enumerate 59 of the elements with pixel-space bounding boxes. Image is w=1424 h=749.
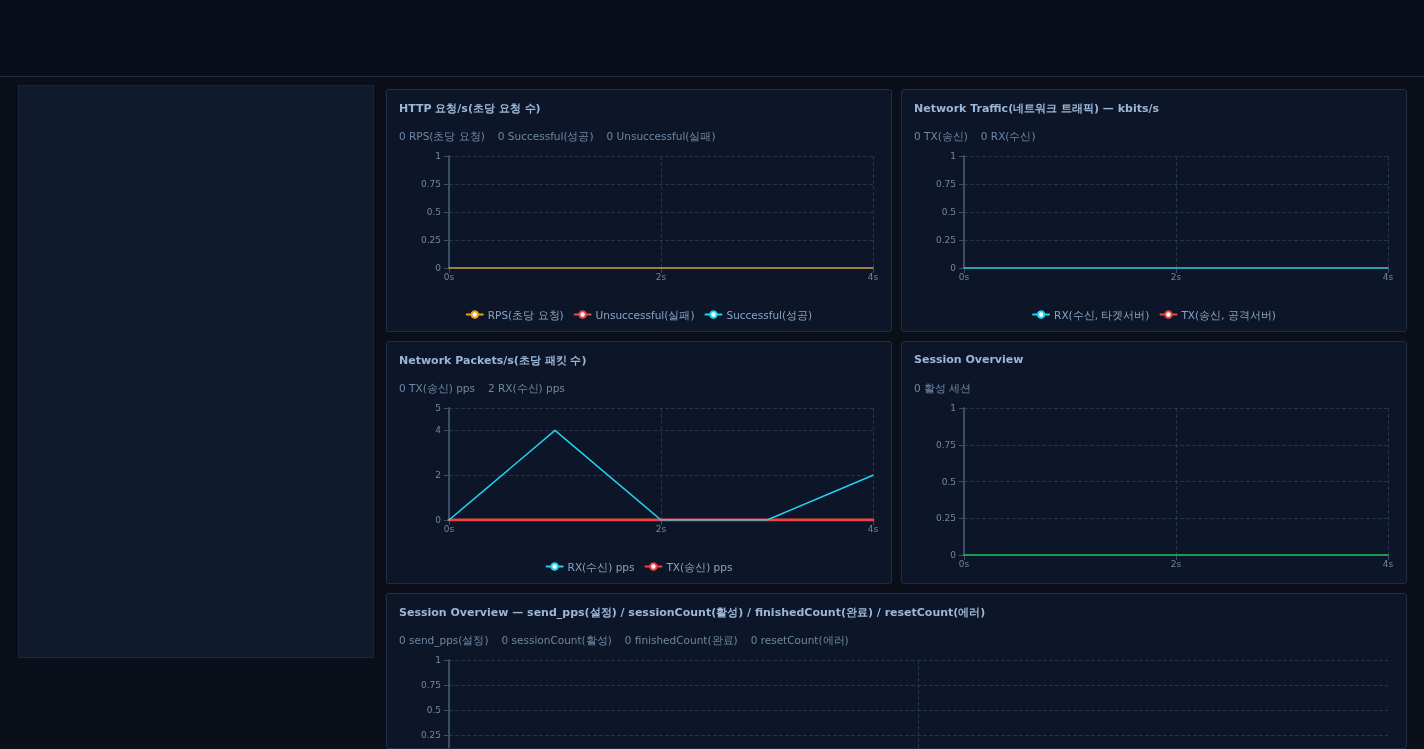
text: 0 resetCount(에러) — [750, 634, 849, 646]
x-tick-label: 2s — [655, 271, 667, 282]
y-tick-label: 0.75 — [935, 439, 956, 450]
text: 0 활성 세션 — [914, 382, 972, 394]
text: 0 Successful(성공) — [497, 130, 594, 142]
text: 0 Unsuccessful(실패) — [606, 130, 716, 142]
y-tick-label: 0 — [435, 515, 442, 525]
text: 0 sessionCount(활성) — [501, 634, 612, 646]
y-tick-label: 1 — [950, 403, 956, 413]
y-tick-label: 0.25 — [420, 730, 441, 740]
legend-label: TX(송신, 공격서버) — [1180, 308, 1276, 321]
chart-title: Session Overview — [914, 353, 1024, 366]
x-tick-label: 4s — [1382, 558, 1394, 569]
y-tick-label: 0 — [950, 550, 957, 560]
y-tick-label: 0.25 — [935, 235, 956, 245]
x-tick-label: 2s — [1170, 271, 1182, 282]
legend-label: RX(수신) pps — [567, 560, 635, 573]
x-tick-label: 4s — [867, 523, 879, 534]
y-tick-label: 1 — [435, 151, 441, 161]
y-tick-label: 0 — [435, 263, 442, 273]
legend-label: RX(수신, 타겟서버) — [1054, 308, 1150, 321]
y-tick-label: 0 — [950, 263, 957, 273]
y-tick-label: 1 — [950, 151, 956, 161]
x-tick-label: 2s — [1170, 558, 1182, 569]
x-tick-label: 0s — [443, 271, 455, 282]
y-tick-label: 1 — [435, 655, 441, 665]
chart-title: Session Overview — send_pps(설정) / sessionCount(활성) / finishedCount(완료) / resetCount(에러) — [399, 605, 986, 620]
y-tick-label: 0.25 — [935, 513, 956, 524]
text: 0 RX(수신) — [980, 130, 1036, 142]
y-tick-label: 0.75 — [420, 680, 441, 690]
x-tick-label: 0s — [958, 558, 970, 569]
x-tick-label: 4s — [1382, 271, 1394, 282]
text: 2 RX(수신) pps — [487, 382, 565, 394]
y-tick-label: 0.5 — [941, 476, 956, 487]
y-tick-label: 0.25 — [420, 235, 441, 245]
legend-label: TX(송신) pps — [665, 560, 733, 573]
y-tick-label: 0.75 — [420, 179, 441, 189]
y-tick-label: 0.5 — [426, 705, 441, 715]
legend-label: RPS(초당 요청) — [487, 308, 564, 321]
chart-title: Network Packets/s(초당 패킷 수) — [399, 353, 587, 368]
text: 0 finishedCount(완료) — [624, 634, 738, 646]
y-tick-label: 4 — [435, 425, 442, 436]
x-tick-label: 0s — [958, 271, 970, 282]
x-tick-label: 4s — [867, 271, 879, 282]
x-tick-label: 2s — [655, 523, 667, 534]
y-tick-label: 0.5 — [941, 207, 956, 217]
text: 0 send_pps(설정) — [399, 634, 489, 646]
text: 0 TX(송신) pps — [399, 382, 475, 394]
legend-label: Unsuccessful(실패) — [595, 308, 695, 321]
text: 0 RPS(초당 요청) — [399, 130, 485, 142]
y-tick-label: 0.5 — [426, 207, 441, 217]
y-tick-label: 2 — [435, 470, 441, 481]
y-tick-label: 0.75 — [935, 179, 956, 189]
text: 0 TX(송신) — [914, 130, 968, 142]
chart-title: HTTP 요청/s(초당 요청 수) — [399, 101, 541, 116]
chart-title: Network Traffic(네트워크 트래픽) — kbits/s — [914, 101, 1160, 116]
legend-label: Successful(성공) — [726, 308, 813, 321]
x-tick-label: 0s — [443, 523, 455, 534]
y-tick-label: 5 — [435, 403, 441, 413]
